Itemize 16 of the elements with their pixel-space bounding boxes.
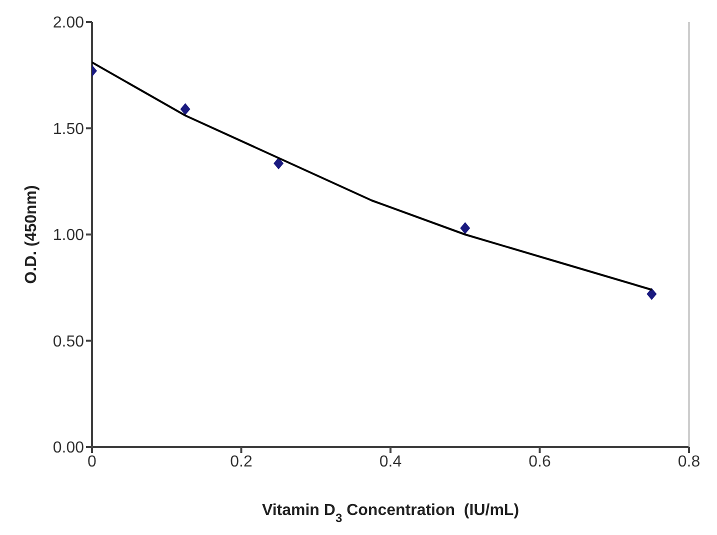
x-tick-label: 0 <box>88 453 97 470</box>
y-tick-label: 1.50 <box>52 120 84 138</box>
y-axis-title: O.D. (450nm) <box>23 185 40 284</box>
x-tick-label: 0.8 <box>678 453 700 470</box>
y-tick-label: 0.00 <box>52 440 84 457</box>
x-tick-label: 0.2 <box>230 453 252 470</box>
x-tick-label: 0.4 <box>379 453 402 470</box>
x-axis-title: Vitamin D$_{3}$ Concentration (IU/mL) <box>262 502 520 525</box>
y-tick-label: 0.50 <box>52 333 84 350</box>
y-tick-label: 1.00 <box>52 227 84 244</box>
y-tick-label: 2.00 <box>52 14 84 32</box>
point <box>646 288 657 300</box>
x-tick-label: 0.6 <box>528 453 551 470</box>
point <box>274 157 284 170</box>
point <box>180 103 190 116</box>
point <box>460 222 470 234</box>
